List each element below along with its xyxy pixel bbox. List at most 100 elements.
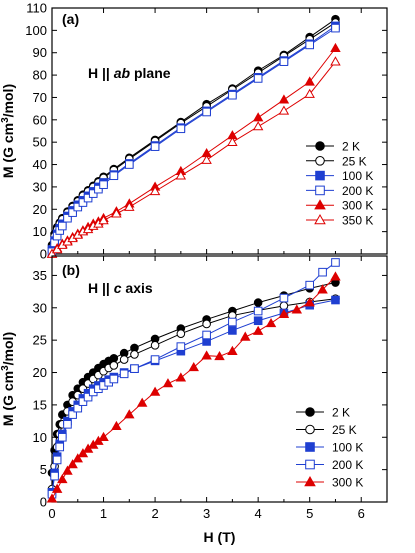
data-point — [202, 330, 211, 340]
data-point — [305, 280, 314, 290]
legend-entry: 2 K — [296, 406, 350, 420]
data-point — [304, 76, 315, 86]
data-point — [318, 267, 327, 277]
data-point — [98, 215, 109, 225]
data-point — [51, 483, 63, 493]
legend-entry: 100 K — [306, 169, 373, 183]
legend-label: 25 K — [342, 154, 367, 168]
y-tick-label: 0 — [40, 247, 47, 262]
data-point — [278, 105, 290, 115]
data-point — [130, 364, 139, 373]
legend-entry: 2 K — [306, 140, 360, 154]
y-tick-label: 80 — [33, 68, 47, 83]
legend-entry: 300 K — [306, 199, 373, 213]
data-point — [150, 341, 160, 350]
data-point — [68, 208, 77, 217]
legend-marker — [304, 476, 316, 487]
legend-label: 300 K — [332, 476, 363, 490]
data-point — [149, 386, 161, 396]
legend-marker — [305, 424, 315, 435]
plot-frame — [51, 255, 388, 503]
y-axis-label: M (G cm3/mol) — [0, 332, 16, 426]
data-point — [88, 189, 98, 198]
data-point — [136, 397, 148, 407]
data-point — [291, 304, 303, 314]
legend-marker — [314, 214, 326, 225]
x-tick-label: 6 — [358, 506, 365, 521]
legend-label: 200 K — [332, 458, 363, 472]
data-point — [253, 306, 263, 316]
data-point — [124, 201, 135, 211]
y-tick-label: 35 — [33, 268, 47, 283]
x-tick-label: 0 — [48, 506, 55, 521]
data-point — [83, 193, 93, 203]
data-point — [304, 297, 315, 307]
legend-marker — [315, 185, 325, 196]
data-point — [78, 397, 88, 406]
y-tick-label: 70 — [33, 90, 47, 105]
data-point — [253, 316, 263, 326]
data-point — [331, 23, 340, 33]
legend-entry: 200 K — [296, 458, 363, 472]
data-point — [227, 136, 238, 146]
data-point — [63, 213, 72, 223]
data-point — [201, 350, 212, 360]
legend-entry: 350 K — [306, 214, 373, 228]
y-tick-label: 5 — [40, 462, 47, 477]
data-point — [330, 42, 341, 53]
data-point — [278, 308, 290, 319]
data-point — [125, 160, 134, 169]
data-point — [252, 112, 264, 122]
data-point — [228, 90, 237, 100]
data-point — [240, 331, 251, 341]
data-point — [279, 301, 289, 311]
data-point — [109, 171, 119, 181]
y-tick-label: 30 — [33, 179, 47, 194]
data-point — [119, 355, 129, 364]
data-point — [278, 94, 290, 104]
data-point — [150, 355, 160, 364]
data-point — [58, 432, 67, 442]
data-point — [73, 202, 83, 212]
legend-entry: 200 K — [306, 184, 373, 198]
legend-entry: 100 K — [296, 441, 363, 455]
data-point — [67, 459, 78, 469]
legend-marker — [305, 407, 315, 417]
legend-marker — [315, 141, 325, 151]
x-axis-label: H (T) — [204, 529, 236, 545]
legend-marker — [314, 199, 326, 210]
data-point — [317, 284, 328, 294]
legend-marker — [305, 442, 315, 452]
series-line — [51, 18, 336, 246]
data-point — [279, 293, 289, 303]
data-point — [214, 350, 225, 361]
data-point — [51, 244, 63, 254]
y-tick-label: 10 — [33, 224, 47, 239]
data-point — [109, 374, 119, 384]
data-point — [279, 57, 289, 66]
data-point — [176, 124, 186, 134]
data-point — [227, 345, 238, 355]
y-tick-label: 20 — [33, 202, 47, 217]
series-100-k — [47, 21, 340, 254]
data-point — [150, 142, 160, 151]
series-line — [51, 25, 336, 250]
data-point — [175, 372, 187, 382]
data-point — [176, 342, 186, 351]
data-point — [252, 325, 264, 335]
y-tick-label: 40 — [33, 157, 47, 172]
legend-entry: 25 K — [296, 423, 357, 437]
data-point — [331, 295, 340, 305]
y-tick-label: 0 — [40, 495, 47, 510]
series-200-k — [47, 258, 340, 499]
y-tick-label: 60 — [33, 112, 47, 127]
y-tick-label: 25 — [33, 333, 47, 348]
legend-label: 2 K — [332, 406, 350, 420]
data-point — [175, 170, 187, 180]
legend-label: 100 K — [332, 441, 363, 455]
plot-frame — [51, 7, 388, 255]
data-point — [50, 471, 59, 481]
data-point — [57, 473, 68, 484]
data-point — [253, 74, 263, 83]
